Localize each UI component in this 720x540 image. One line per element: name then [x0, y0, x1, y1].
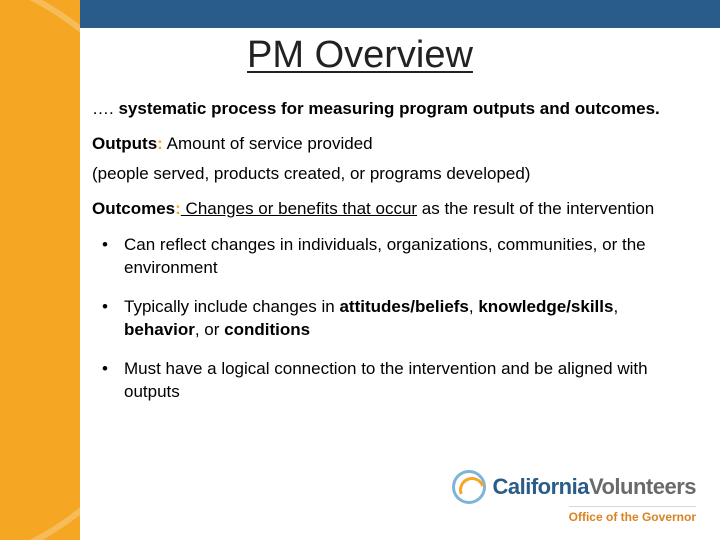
outcomes-underlined: Changes or benefits that occur: [181, 199, 417, 218]
outcomes-rest: as the result of the intervention: [417, 199, 654, 218]
b2-k3: behavior: [124, 320, 195, 339]
outputs-sub: (people served, products created, or pro…: [92, 164, 692, 184]
lead-text: …. systematic process for measuring prog…: [92, 98, 692, 120]
lead-prefix: ….: [92, 99, 118, 118]
outputs-text: Amount of service provided: [163, 134, 373, 153]
page-title: PM Overview: [0, 34, 720, 77]
logo-text-volunteers: Volunteers: [589, 474, 696, 499]
logo-area: CaliforniaVolunteers Office of the Gover…: [452, 470, 696, 526]
bullet-list: Can reflect changes in individuals, orga…: [92, 234, 692, 404]
outputs-label: Outputs: [92, 134, 157, 153]
outcomes-label: Outcomes: [92, 199, 175, 218]
logo-text: CaliforniaVolunteers: [492, 474, 696, 500]
list-item: Must have a logical connection to the in…: [98, 358, 692, 404]
b2-t3: ,: [613, 297, 618, 316]
logo-text-california: California: [492, 474, 588, 499]
list-item: Can reflect changes in individuals, orga…: [98, 234, 692, 280]
b2-t4: , or: [195, 320, 224, 339]
logo-swirl-icon: [452, 470, 486, 504]
outputs-line: Outputs: Amount of service provided: [92, 134, 692, 154]
b2-k4: conditions: [224, 320, 310, 339]
top-bar: [0, 0, 720, 28]
list-item: Typically include changes in attitudes/b…: [98, 296, 692, 342]
b2-t2: ,: [469, 297, 478, 316]
b2-t1: Typically include changes in: [124, 297, 339, 316]
left-decorative-panel: [0, 0, 80, 540]
b2-k2: knowledge/skills: [478, 297, 613, 316]
content-area: …. systematic process for measuring prog…: [92, 98, 692, 420]
outcomes-line: Outcomes: Changes or benefits that occur…: [92, 198, 692, 220]
logo-row: CaliforniaVolunteers: [452, 470, 696, 504]
logo-subtitle: Office of the Governor: [569, 506, 696, 524]
lead-main: systematic process for measuring program…: [118, 99, 659, 118]
b2-k1: attitudes/beliefs: [339, 297, 468, 316]
